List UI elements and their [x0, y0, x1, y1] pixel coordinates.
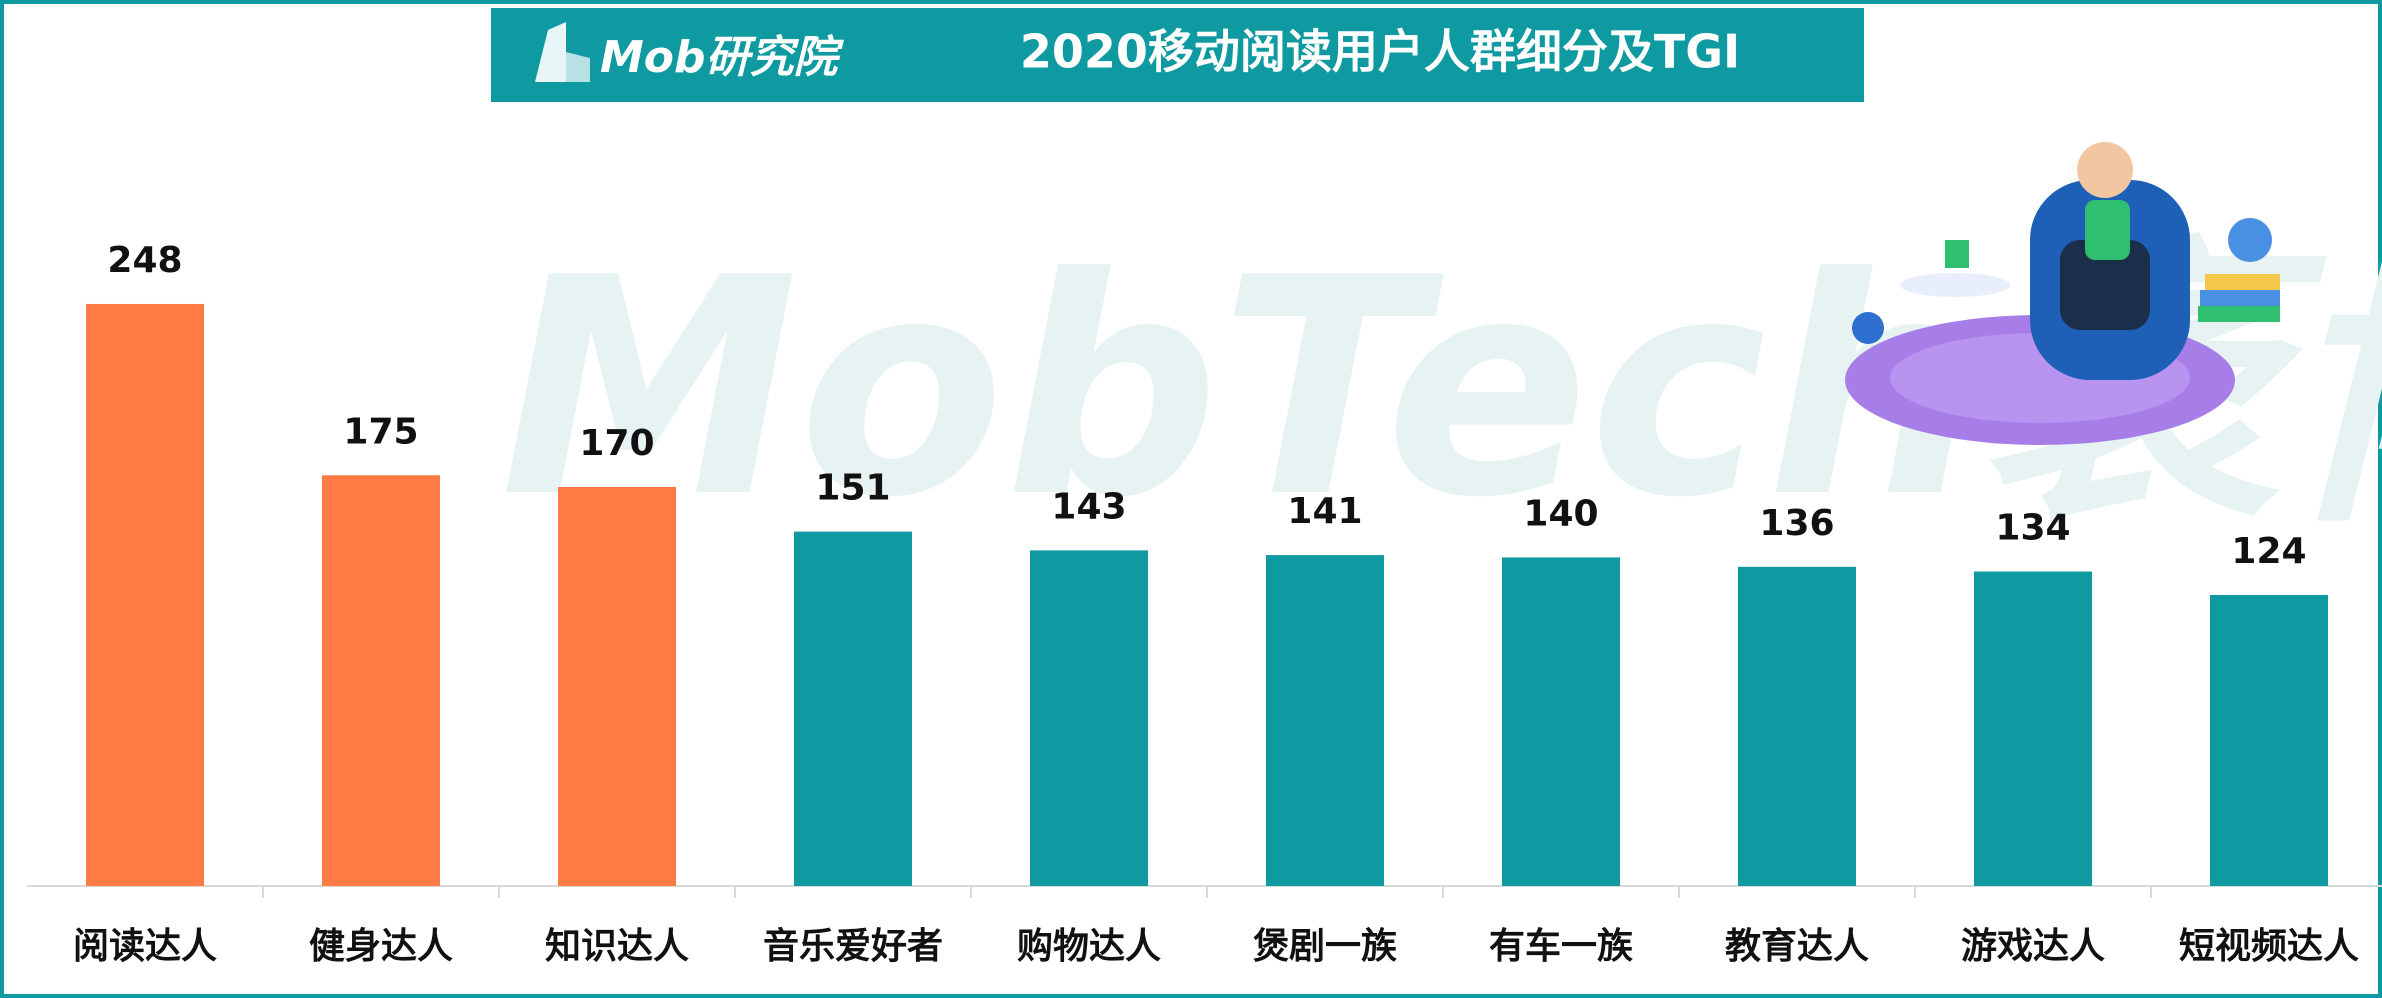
- x-tick-label: 音乐爱好者: [763, 926, 943, 967]
- x-tick-label: 购物达人: [1017, 926, 1161, 967]
- bar: [1974, 572, 2092, 886]
- bar: [794, 532, 912, 886]
- x-tick-label: 教育达人: [1725, 926, 1869, 967]
- x-tick-label: 健身达人: [309, 926, 453, 967]
- x-tick-label: 知识达人: [545, 926, 689, 967]
- bar: [1738, 567, 1856, 886]
- bar: [558, 487, 676, 886]
- value-label: 151: [815, 468, 890, 509]
- value-label: 140: [1523, 493, 1598, 534]
- x-tick-label: 短视频达人: [2179, 926, 2359, 967]
- bar: [1502, 557, 1620, 886]
- x-tick-label: 有车一族: [1489, 926, 1633, 967]
- chart: MobTech袤博 Mob研究院 2020移动阅读用户人群细分及TGI 阅读达人…: [0, 0, 2382, 998]
- value-label: 124: [2231, 531, 2306, 572]
- x-tick-label: 阅读达人: [73, 926, 217, 967]
- x-tick-label: 游戏达人: [1961, 926, 2105, 967]
- chart-title: 2020移动阅读用户人群细分及TGI: [1020, 25, 1740, 79]
- value-label: 141: [1287, 491, 1362, 532]
- value-label: 134: [1995, 508, 2070, 549]
- bar: [1266, 555, 1384, 886]
- bar: [2210, 595, 2328, 886]
- value-label: 143: [1051, 486, 1126, 527]
- x-tick-label: 煲剧一族: [1253, 926, 1397, 967]
- logo: Mob研究院: [600, 32, 845, 83]
- value-label: 175: [343, 411, 418, 452]
- value-label: 248: [107, 240, 182, 281]
- bar: [1030, 550, 1148, 886]
- value-label: 170: [579, 423, 654, 464]
- bar: [86, 304, 204, 886]
- bar: [322, 475, 440, 886]
- value-label: 136: [1759, 503, 1834, 544]
